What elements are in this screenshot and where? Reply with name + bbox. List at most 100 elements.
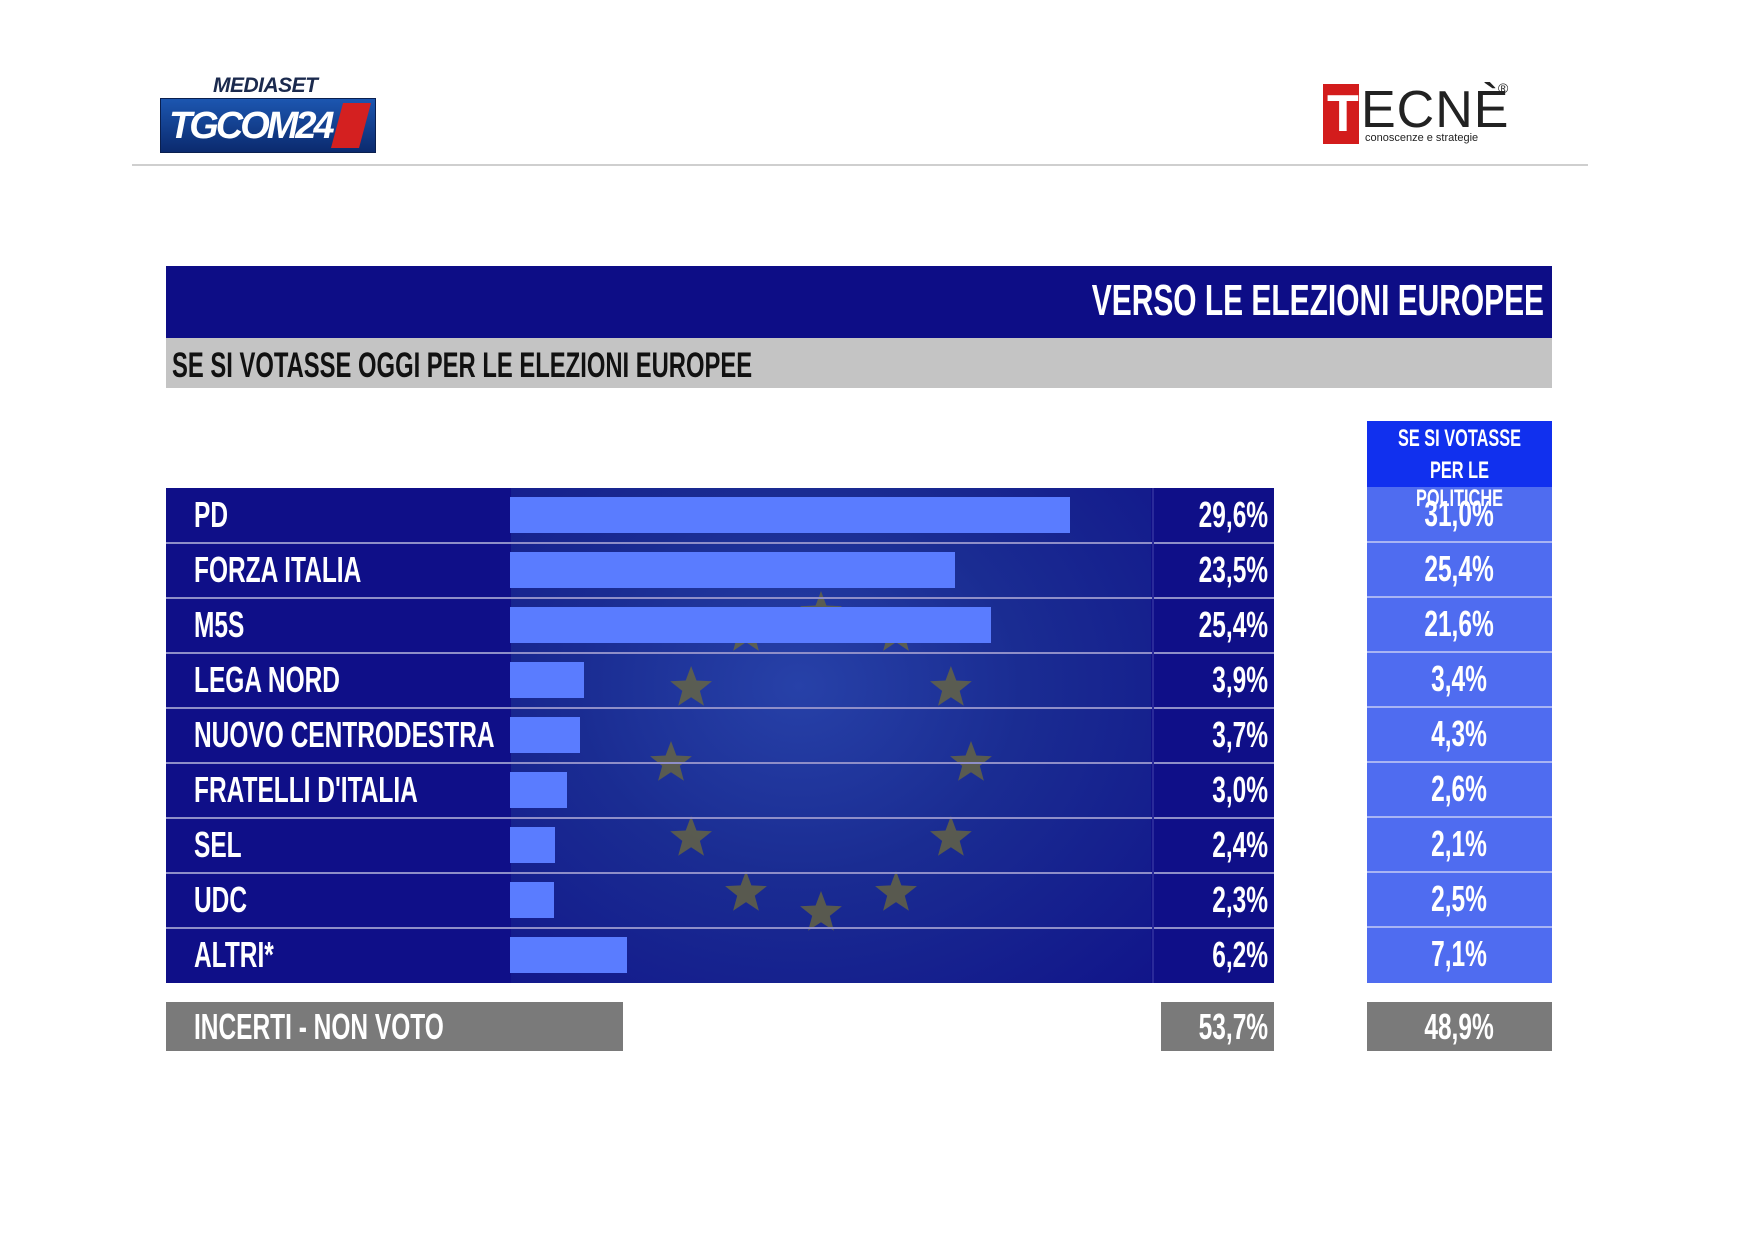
chart-subtitle: SE SI VOTASSE OGGI PER LE ELEZIONI EUROP… [172, 346, 753, 385]
politiche-value: 2,5% [1431, 878, 1488, 919]
eu-star-icon [930, 666, 972, 706]
politiche-value: 2,1% [1431, 823, 1488, 864]
politiche-value-cell: 7,1% [1367, 927, 1552, 981]
politiche-row-divider [1367, 651, 1552, 653]
politiche-value-cell: 4,3% [1367, 707, 1552, 761]
europee-value-cell: 3,9% [1148, 653, 1268, 707]
undecided-europee-box: 53,7% [1161, 1002, 1274, 1051]
europee-value-cell: 2,4% [1148, 818, 1268, 872]
bar [510, 717, 581, 753]
europee-value: 3,7% [1212, 714, 1268, 755]
tgcom24-wordmark: TGCOM24 [169, 105, 335, 147]
politiche-value-cell: 2,5% [1367, 872, 1552, 926]
category-label: NUOVO CENTRODESTRA [194, 714, 495, 755]
europee-value-cell: 3,0% [1148, 763, 1268, 817]
politiche-value: 31,0% [1424, 493, 1495, 534]
bar [510, 772, 567, 808]
value-column-separator [1152, 488, 1154, 983]
politiche-value: 4,3% [1431, 713, 1488, 754]
bar [510, 882, 554, 918]
europee-value-cell: 3,7% [1148, 708, 1268, 762]
row-divider [166, 542, 1274, 544]
politiche-value: 21,6% [1424, 603, 1495, 644]
politiche-value-cell: 3,4% [1367, 652, 1552, 706]
europee-value: 6,2% [1212, 934, 1268, 975]
row-divider [166, 927, 1274, 929]
politiche-value-cell: 2,1% [1367, 817, 1552, 871]
mediaset-wordmark: MEDIASET [213, 74, 318, 97]
eu-star-icon [725, 870, 767, 911]
bar [510, 607, 991, 643]
category-label: PD [194, 494, 229, 535]
header-divider [132, 164, 1588, 166]
eu-star-icon [800, 891, 842, 931]
politiche-value-cell: 21,6% [1367, 597, 1552, 651]
europee-value-cell: 23,5% [1148, 543, 1268, 597]
politiche-column: SE SI VOTASSE PER LE POLITICHE 31,0% 25,4… [1367, 421, 1552, 983]
politiche-row-divider [1367, 816, 1552, 818]
undecided-europee-value: 53,7% [1198, 1006, 1268, 1047]
category-label: LEGA NORD [194, 659, 340, 700]
row-divider [166, 817, 1274, 819]
politiche-value-cell: 2,6% [1367, 762, 1552, 816]
europee-value: 2,4% [1212, 824, 1268, 865]
politiche-value: 25,4% [1424, 548, 1495, 589]
politiche-row-divider [1367, 761, 1552, 763]
europee-value: 3,9% [1212, 659, 1268, 700]
europee-value: 29,6% [1198, 494, 1268, 535]
tgcom24-logo: MEDIASET TGCOM24 [160, 74, 376, 154]
politiche-row-divider [1367, 926, 1552, 928]
row-divider [166, 762, 1274, 764]
row-divider [166, 707, 1274, 709]
politiche-column-header: SE SI VOTASSE PER LE POLITICHE [1367, 421, 1552, 512]
europee-value-cell: 29,6% [1148, 488, 1268, 542]
tecne-logo: T ECNÈ ® conoscenze e strategie [1323, 80, 1513, 144]
europee-value-cell: 6,2% [1148, 928, 1268, 982]
politiche-value: 7,1% [1431, 933, 1488, 974]
row-divider [166, 652, 1274, 654]
bar [510, 662, 584, 698]
europee-value: 25,4% [1198, 604, 1268, 645]
category-label: FORZA ITALIA [194, 549, 362, 590]
undecided-label-box: INCERTI - NON VOTO [166, 1002, 623, 1051]
category-label: ALTRI* [194, 934, 274, 975]
politiche-row-divider [1367, 541, 1552, 543]
tgcom24-swoosh-icon [331, 103, 371, 148]
bar [510, 552, 955, 588]
europee-value: 2,3% [1212, 879, 1268, 920]
undecided-label: INCERTI - NON VOTO [194, 1006, 444, 1047]
undecided-politiche-value: 48,9% [1424, 1006, 1495, 1047]
undecided-politiche-box: 48,9% [1367, 1002, 1552, 1051]
row-divider [166, 597, 1274, 599]
bar [510, 827, 556, 863]
eu-star-icon [670, 816, 712, 856]
category-label: SEL [194, 824, 242, 865]
row-divider [166, 872, 1274, 874]
eu-star-icon [650, 741, 692, 781]
europee-value-cell: 25,4% [1148, 598, 1268, 652]
bar [510, 497, 1071, 533]
eu-star-icon [670, 666, 712, 706]
page-title: VERSO LE ELEZIONI EUROPEE [1091, 276, 1544, 325]
category-label: UDC [194, 879, 248, 920]
politiche-value-cell: 25,4% [1367, 542, 1552, 596]
politiche-row-divider [1367, 871, 1552, 873]
politiche-value: 2,6% [1431, 768, 1488, 809]
eu-star-icon [930, 816, 972, 856]
category-label: FRATELLI D'ITALIA [194, 769, 418, 810]
subtitle-bar: SE SI VOTASSE OGGI PER LE ELEZIONI EUROP… [166, 338, 1552, 388]
tecne-initial-block: T [1323, 84, 1359, 144]
europee-value: 23,5% [1198, 549, 1268, 590]
bar-chart-panel: PD 29,6% FORZA ITALIA 23,5% M5S 25,4% LEGA NOR… [166, 488, 1274, 983]
politiche-header-line2: PER LE POLITICHE [1415, 457, 1504, 512]
europee-value-cell: 2,3% [1148, 873, 1268, 927]
eu-star-icon [875, 870, 917, 911]
category-label: M5S [194, 604, 245, 645]
politiche-value: 3,4% [1431, 658, 1488, 699]
tgcom24-badge: TGCOM24 [160, 98, 376, 153]
tecne-wordmark: ECNÈ [1361, 81, 1510, 139]
politiche-header-line1: SE SI VOTASSE [1397, 425, 1522, 452]
title-bar: VERSO LE ELEZIONI EUROPEE [166, 266, 1552, 338]
tecne-tagline: conoscenze e strategie [1365, 132, 1479, 144]
bar [510, 937, 628, 973]
